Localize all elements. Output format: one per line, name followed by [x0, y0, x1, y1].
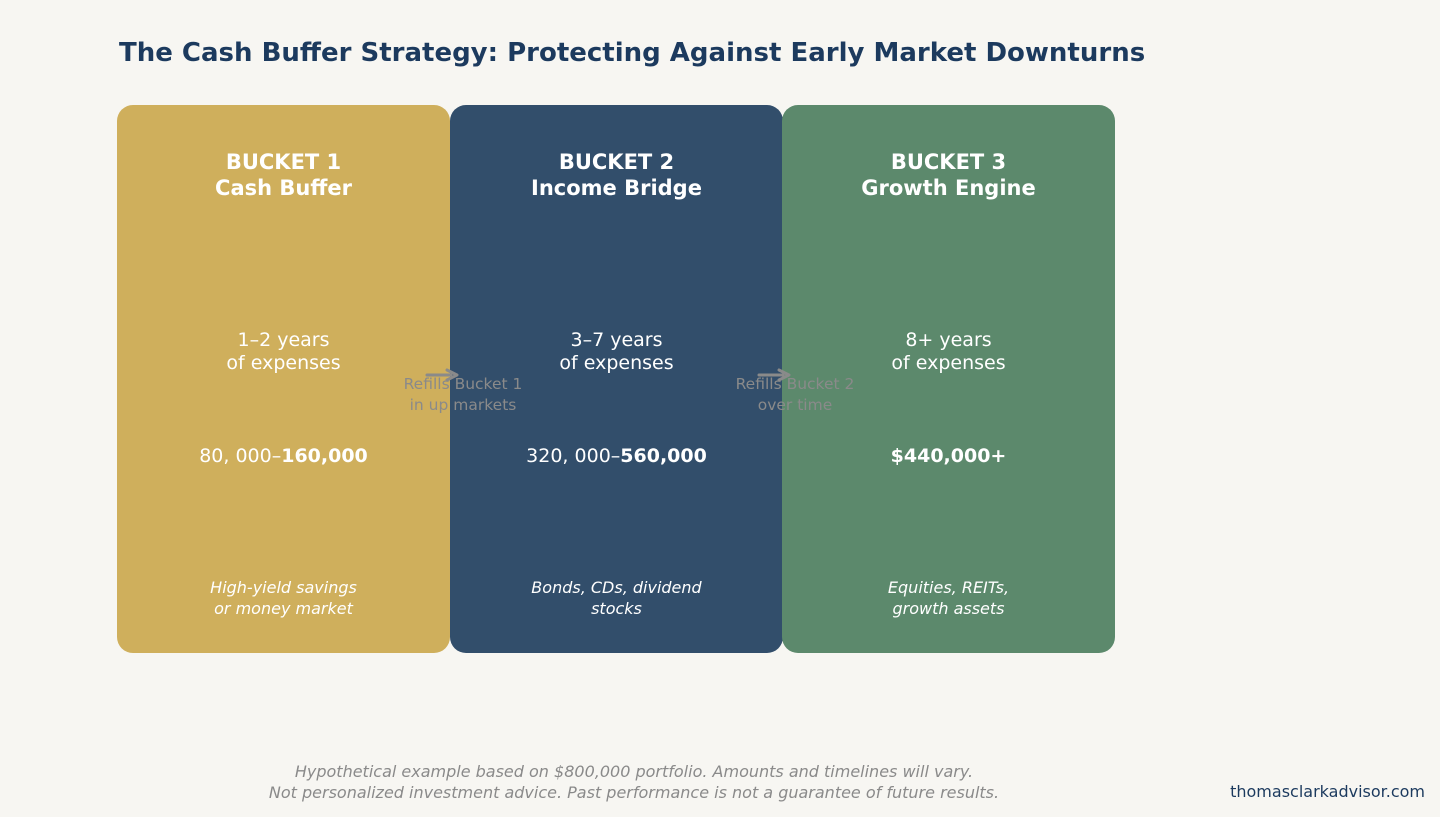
bucket-title: BUCKET 2 Income Bridge — [450, 149, 783, 201]
bucket-number: BUCKET 3 — [890, 150, 1007, 174]
bucket-years: 3–7 years of expenses — [450, 329, 783, 375]
bucket-years: 1–2 years of expenses — [117, 329, 450, 375]
website-credit: thomasclarkadvisor.com — [1230, 782, 1425, 801]
amount-bold: 560,000 — [620, 445, 707, 467]
arrow-label-line: Refills Bucket 2 — [735, 375, 855, 393]
bucket-years: 8+ years of expenses — [782, 329, 1115, 375]
bucket-2-card: BUCKET 2 Income Bridge 3–7 years of expe… — [450, 105, 783, 653]
bucket-title: BUCKET 3 Growth Engine — [782, 149, 1115, 201]
page-title: The Cash Buffer Strategy: Protecting Aga… — [119, 38, 1146, 68]
arrow-right-icon — [425, 368, 459, 382]
arrow-right-icon — [757, 368, 791, 382]
arrow-label-refill-1: Refills Bucket 1 in up markets — [368, 374, 558, 416]
desc-line: High-yield savings — [210, 578, 357, 597]
desc-line: stocks — [591, 599, 642, 618]
bucket-name: Income Bridge — [531, 176, 702, 200]
arrow-label-refill-2: Refills Bucket 2 over time — [700, 374, 890, 416]
desc-line: growth assets — [892, 599, 1005, 618]
bucket-title: BUCKET 1 Cash Buffer — [117, 149, 450, 201]
amount-bold: $440,000+ — [890, 445, 1007, 467]
years-unit: of expenses — [559, 352, 674, 374]
bucket-description: Bonds, CDs, dividend stocks — [450, 577, 783, 619]
bucket-description: Equities, REITs, growth assets — [782, 577, 1115, 619]
bucket-amount: 320, 000–560,000 — [450, 444, 783, 468]
arrow-label-line: in up markets — [409, 396, 517, 414]
years-unit: of expenses — [891, 352, 1006, 374]
bucket-1-card: BUCKET 1 Cash Buffer 1–2 years of expens… — [117, 105, 450, 653]
bucket-name: Cash Buffer — [215, 176, 352, 200]
bucket-number: BUCKET 2 — [558, 150, 675, 174]
years-unit: of expenses — [226, 352, 341, 374]
bucket-3-card: BUCKET 3 Growth Engine 8+ years of expen… — [782, 105, 1115, 653]
desc-line: or money market — [214, 599, 353, 618]
desc-line: Bonds, CDs, dividend — [531, 578, 702, 597]
amount-plain: 320, 000– — [526, 445, 621, 467]
amount-plain: 80, 000– — [199, 445, 282, 467]
years-range: 8+ years — [905, 329, 992, 351]
amount-bold: 160,000 — [281, 445, 368, 467]
bucket-description: High-yield savings or money market — [117, 577, 450, 619]
bucket-name: Growth Engine — [861, 176, 1036, 200]
arrow-label-line: Refills Bucket 1 — [403, 375, 523, 393]
disclaimer-line: Hypothetical example based on $800,000 p… — [294, 762, 974, 781]
years-range: 1–2 years — [237, 329, 330, 351]
bucket-amount: 80, 000–160,000 — [117, 444, 450, 468]
bucket-amount: $440,000+ — [782, 444, 1115, 468]
disclaimer: Hypothetical example based on $800,000 p… — [200, 761, 1068, 803]
arrow-label-line: over time — [757, 396, 833, 414]
disclaimer-line: Not personalized investment advice. Past… — [268, 783, 1000, 802]
desc-line: Equities, REITs, — [887, 578, 1010, 597]
years-range: 3–7 years — [570, 329, 663, 351]
bucket-number: BUCKET 1 — [225, 150, 342, 174]
